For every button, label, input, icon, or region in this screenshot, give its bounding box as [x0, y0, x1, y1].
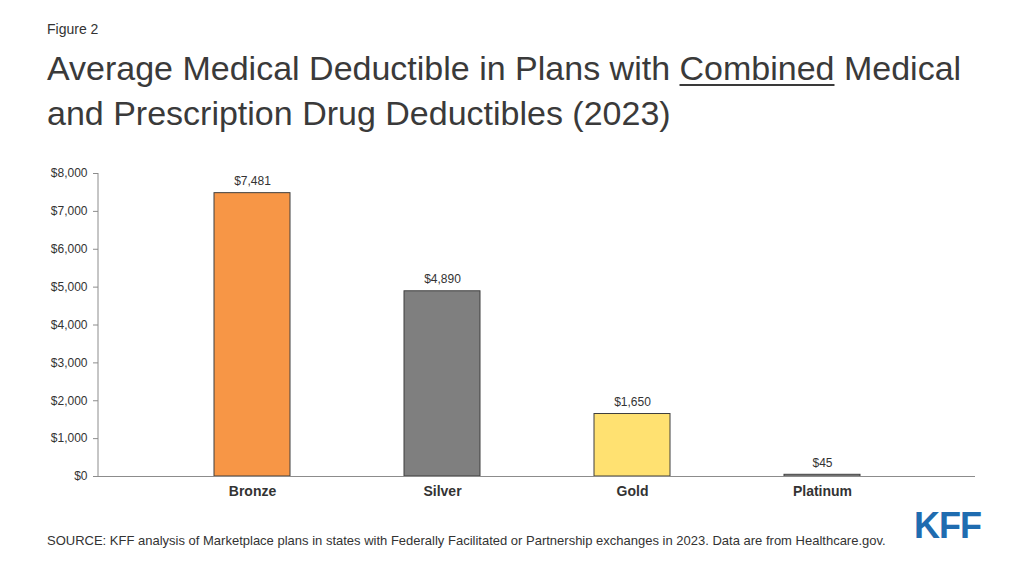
svg-text:Bronze: Bronze [229, 483, 277, 499]
svg-text:$0: $0 [74, 469, 88, 483]
svg-text:Gold: Gold [617, 483, 649, 499]
svg-text:$7,000: $7,000 [51, 204, 88, 218]
svg-text:$5,000: $5,000 [51, 280, 88, 294]
svg-text:Silver: Silver [423, 483, 462, 499]
svg-text:$8,000: $8,000 [51, 166, 88, 180]
svg-text:$6,000: $6,000 [51, 242, 88, 256]
html-text:KFF: KFF [914, 505, 981, 546]
svg-text:$4,890: $4,890 [424, 272, 461, 286]
html-text:Figure 2: Figure 2 [47, 21, 99, 37]
svg-text:$2,000: $2,000 [51, 394, 88, 408]
svg-text:Platinum: Platinum [793, 483, 852, 499]
html-text:Average Medical Deductible in: Average Medical Deductible in Plans with… [47, 49, 962, 132]
svg-text:$45: $45 [812, 456, 832, 470]
html-text:SOURCE: KFF analysis of Market: SOURCE: KFF analysis of Marketplace plan… [47, 533, 886, 548]
svg-text:$4,000: $4,000 [51, 318, 88, 332]
svg-text:$3,000: $3,000 [51, 356, 88, 370]
svg-text:$1,650: $1,650 [614, 395, 651, 409]
svg-text:$7,481: $7,481 [234, 174, 271, 188]
svg-text:$1,000: $1,000 [51, 431, 88, 445]
